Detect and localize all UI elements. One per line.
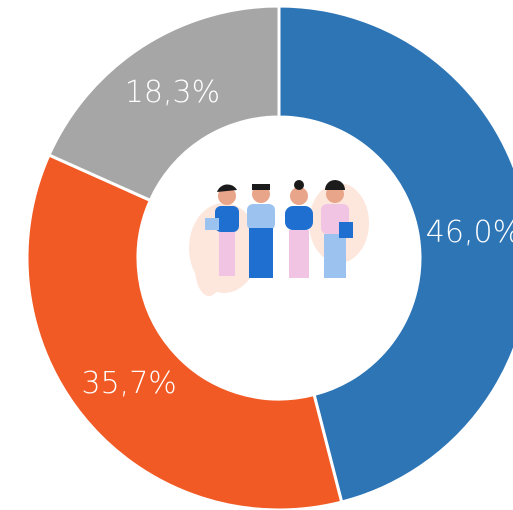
slice [47, 4, 281, 203]
person [247, 184, 275, 278]
slices [25, 4, 513, 510]
value-label: 46,0% [426, 215, 513, 250]
slice [25, 153, 344, 510]
labels: 46,0% 35,7% 18,3% [82, 75, 513, 401]
person [285, 180, 313, 278]
slice [277, 4, 513, 504]
person [321, 180, 353, 278]
illustration [189, 180, 369, 296]
value-label: 35,7% [82, 366, 177, 401]
blob [195, 240, 223, 296]
person [205, 184, 239, 276]
value-label: 18,3% [125, 75, 220, 110]
